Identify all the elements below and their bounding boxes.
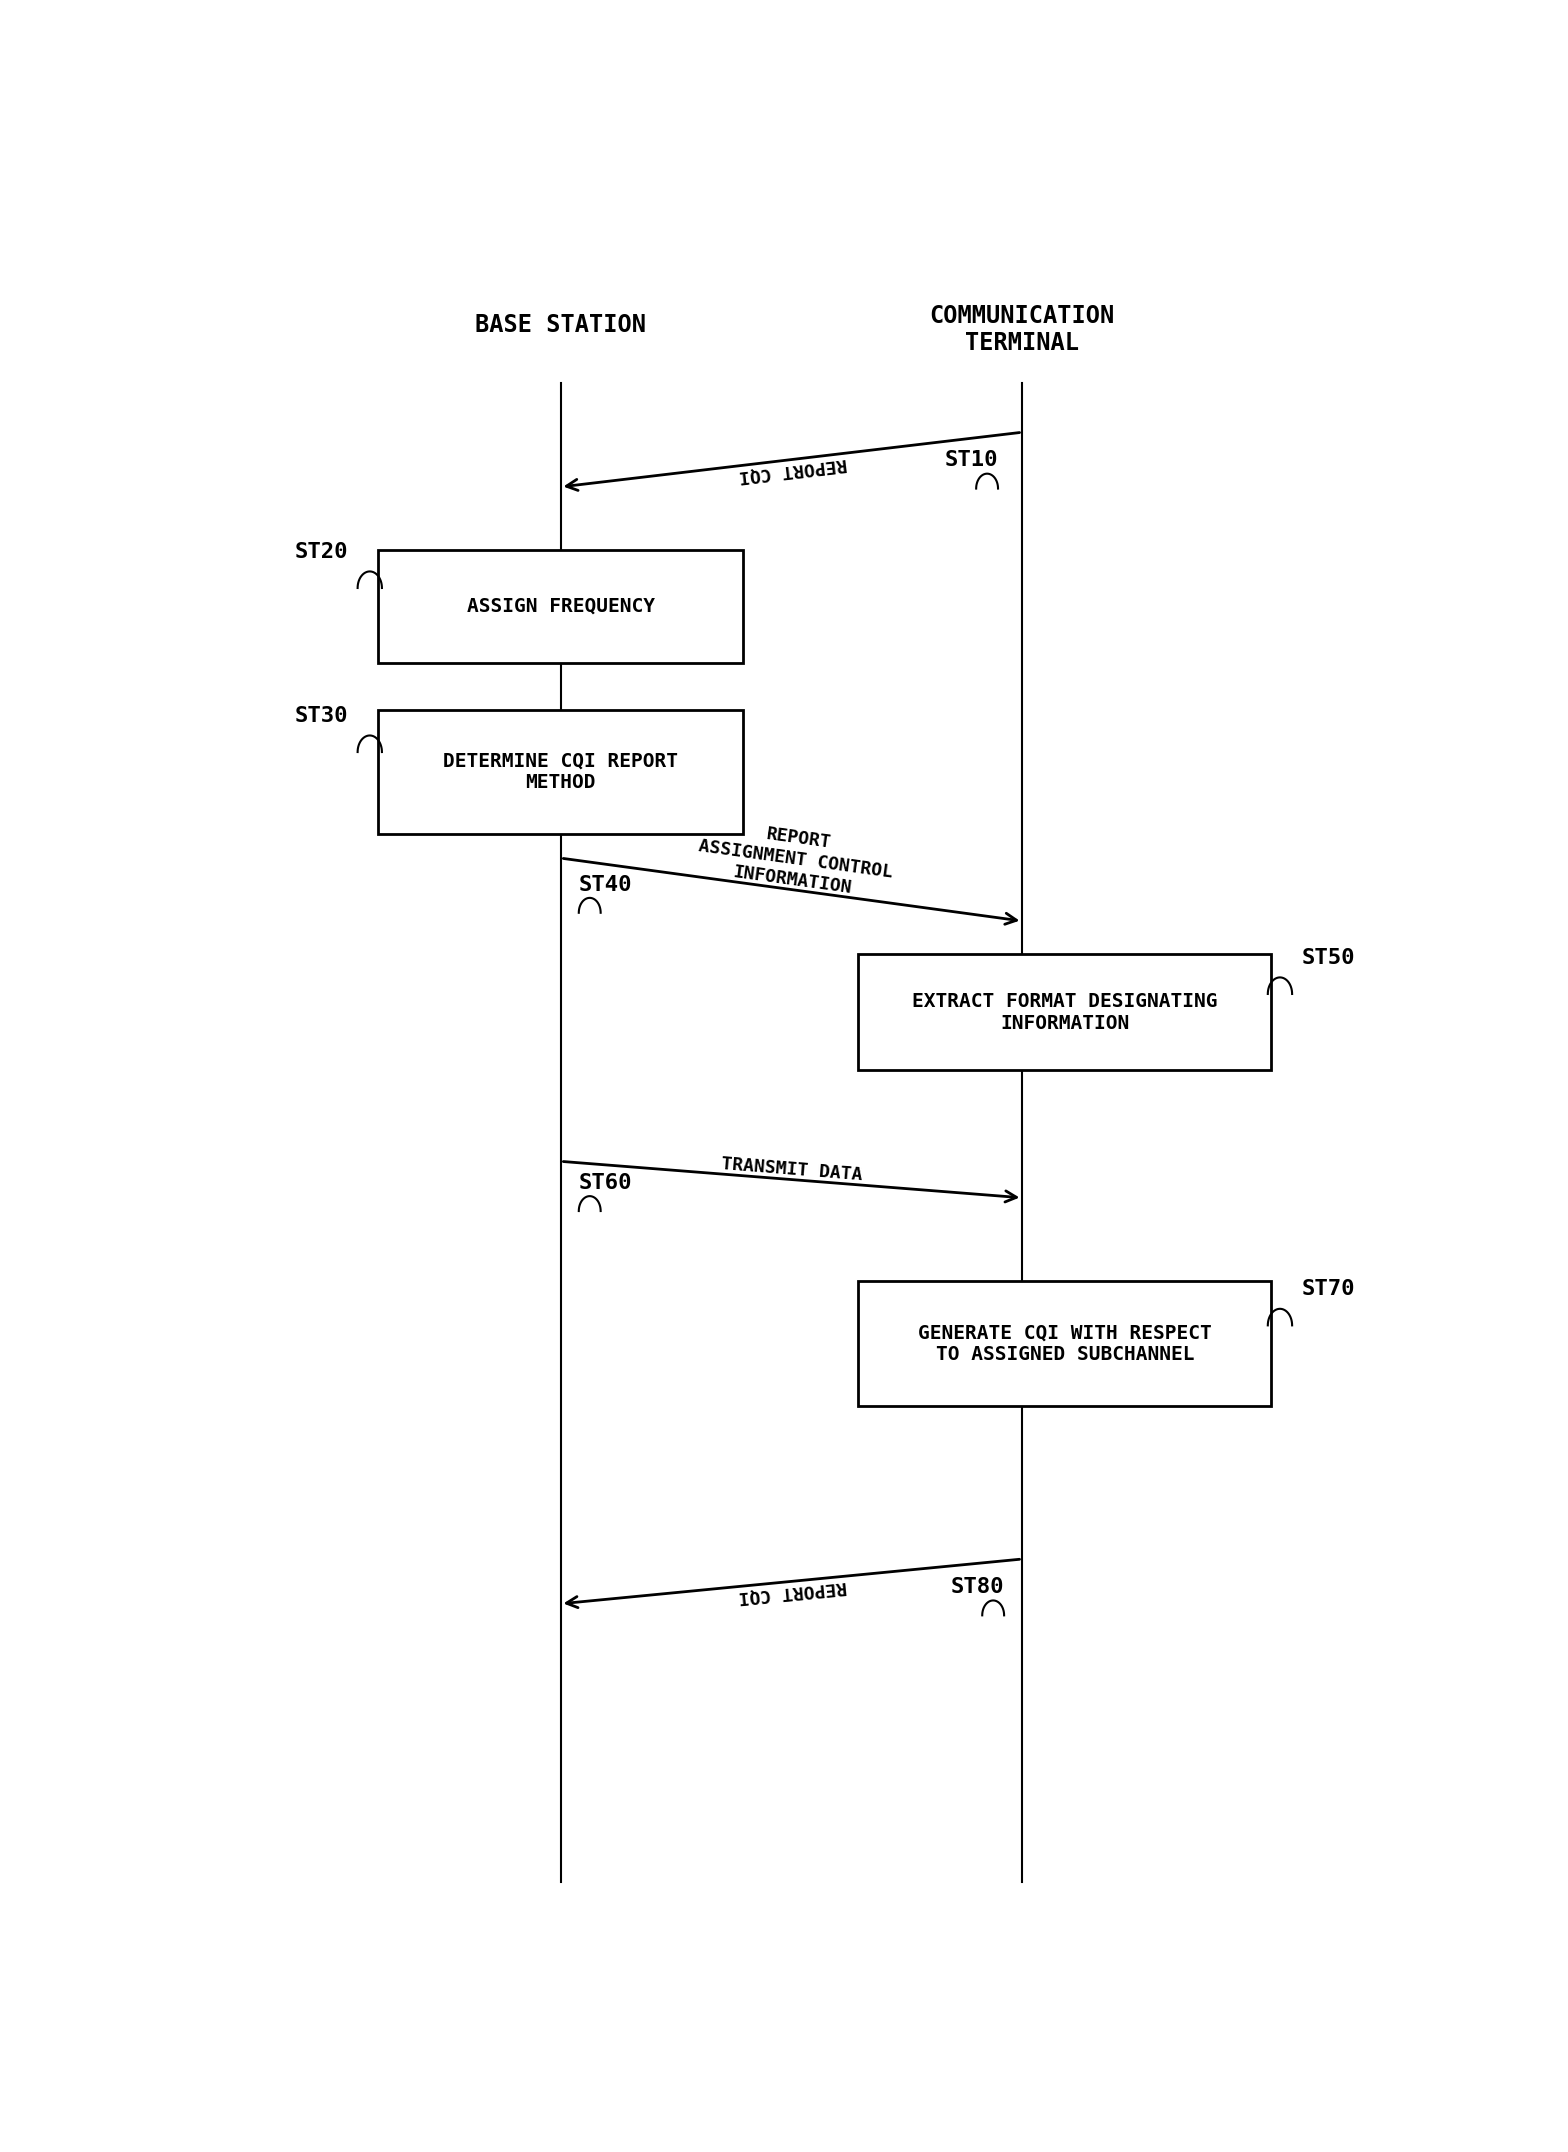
Text: COMMUNICATION
TERMINAL: COMMUNICATION TERMINAL — [930, 303, 1115, 355]
FancyBboxPatch shape — [858, 1280, 1272, 1405]
Text: ST40: ST40 — [579, 874, 632, 895]
Text: REPORT
ASSIGNMENT CONTROL
INFORMATION: REPORT ASSIGNMENT CONTROL INFORMATION — [695, 816, 897, 902]
Text: REPORT CQI: REPORT CQI — [737, 1577, 847, 1605]
Text: BASE STATION: BASE STATION — [475, 312, 646, 336]
Text: ST60: ST60 — [579, 1173, 632, 1192]
Text: ST10: ST10 — [944, 450, 997, 471]
Text: ST70: ST70 — [1301, 1278, 1355, 1300]
Text: GENERATE CQI WITH RESPECT
TO ASSIGNED SUBCHANNEL: GENERATE CQI WITH RESPECT TO ASSIGNED SU… — [917, 1323, 1212, 1364]
Text: ST50: ST50 — [1301, 947, 1355, 968]
Text: ST30: ST30 — [295, 706, 348, 725]
Text: ST80: ST80 — [950, 1577, 1004, 1597]
Text: REPORT CQI: REPORT CQI — [737, 454, 848, 484]
Text: DETERMINE CQI REPORT
METHOD: DETERMINE CQI REPORT METHOD — [444, 751, 677, 792]
FancyBboxPatch shape — [858, 953, 1272, 1070]
Text: ST20: ST20 — [295, 542, 348, 562]
FancyBboxPatch shape — [378, 710, 743, 835]
Text: TRANSMIT DATA: TRANSMIT DATA — [721, 1156, 864, 1184]
Text: ASSIGN FREQUENCY: ASSIGN FREQUENCY — [467, 596, 654, 615]
FancyBboxPatch shape — [378, 551, 743, 663]
Text: EXTRACT FORMAT DESIGNATING
INFORMATION: EXTRACT FORMAT DESIGNATING INFORMATION — [913, 992, 1218, 1033]
